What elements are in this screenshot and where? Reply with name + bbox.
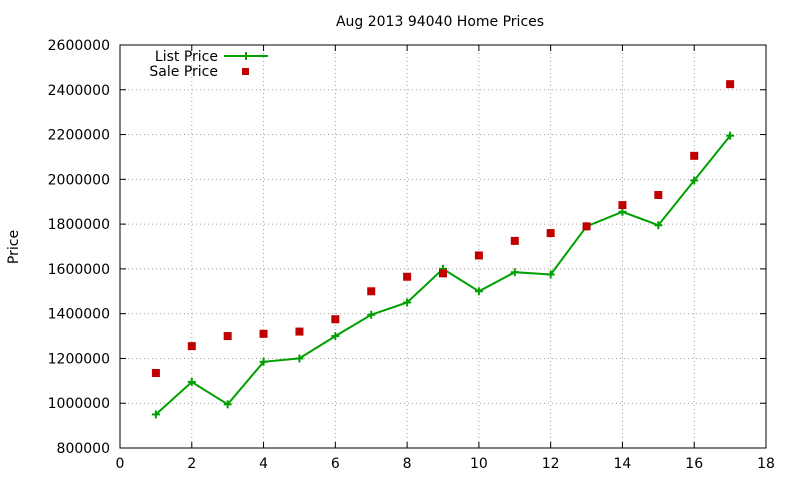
x-tick-label: 6: [331, 456, 340, 472]
list-price-point: [367, 310, 376, 319]
legend-label-list-price: List Price: [155, 49, 218, 65]
list-price-point: [474, 287, 483, 296]
sale-price-point: [295, 327, 304, 336]
sale-price-point: [726, 80, 735, 89]
x-tick-label: 18: [757, 456, 775, 472]
legend-plus-marker: [242, 52, 250, 60]
list-price-point: [151, 410, 160, 419]
list-price-point: [259, 357, 268, 366]
axis-ticks: 0 2 4 6 8 10 12 14 16 18 800000 1000000 1200000 14000…: [48, 38, 775, 472]
y-tick-label: 2600000: [48, 38, 110, 54]
sale-price-point: [439, 269, 447, 278]
x-tick-label: 4: [259, 456, 268, 472]
list-price-point: [187, 377, 196, 386]
sale-price-point: [618, 201, 627, 210]
y-tick-label: 2200000: [48, 128, 110, 144]
list-price-point: [295, 354, 304, 363]
sale-price-point: [223, 332, 232, 341]
grid-lines: [120, 45, 766, 448]
list-price-point: [223, 400, 232, 409]
list-price-point: [726, 131, 735, 140]
sale-price-point: [690, 151, 699, 160]
x-tick-label: 14: [614, 456, 632, 472]
sale-price-point: [367, 287, 376, 296]
legend-square-marker: [242, 68, 249, 75]
sale-price-point: [654, 191, 663, 200]
list-price-point: [546, 270, 555, 279]
sale-price-point: [582, 222, 591, 231]
chart-title: Aug 2013 94040 Home Prices: [336, 14, 544, 30]
sale-price-point: [546, 229, 555, 238]
sale-price-point: [331, 315, 340, 324]
sale-price-point: [510, 236, 519, 245]
y-tick-label: 2400000: [48, 83, 110, 99]
x-tick-label: 12: [542, 456, 560, 472]
y-tick-label: 800000: [57, 441, 110, 457]
list-price-point: [690, 176, 699, 185]
list-price-point: [331, 332, 340, 341]
sale-price-point: [403, 272, 412, 281]
x-tick-label: 16: [685, 456, 703, 472]
x-tick-label: 0: [116, 456, 125, 472]
y-tick-label: 1400000: [48, 307, 110, 323]
sale-price-point: [259, 329, 268, 338]
list-price-point: [654, 221, 663, 230]
x-tick-label: 2: [187, 456, 196, 472]
plot-frame: [119, 44, 767, 449]
x-tick-label: 8: [403, 456, 412, 472]
list-price-point: [403, 298, 412, 307]
y-tick-label: 1000000: [48, 396, 110, 412]
legend: List Price Sale Price: [149, 49, 268, 80]
y-tick-label: 1800000: [48, 217, 110, 233]
data-series: [151, 80, 735, 419]
y-tick-label: 2000000: [48, 172, 110, 188]
legend-label-sale-price: Sale Price: [149, 64, 218, 80]
y-tick-label: 1600000: [48, 262, 110, 278]
x-tick-label: 10: [470, 456, 488, 472]
sale-price-point: [151, 368, 160, 377]
y-tick-label: 1200000: [48, 351, 110, 367]
sale-price-point: [187, 342, 196, 351]
y-axis-label: Price: [6, 230, 22, 264]
list-price-point: [510, 268, 519, 277]
sale-price-point: [474, 251, 483, 260]
list-price-point: [618, 207, 627, 216]
